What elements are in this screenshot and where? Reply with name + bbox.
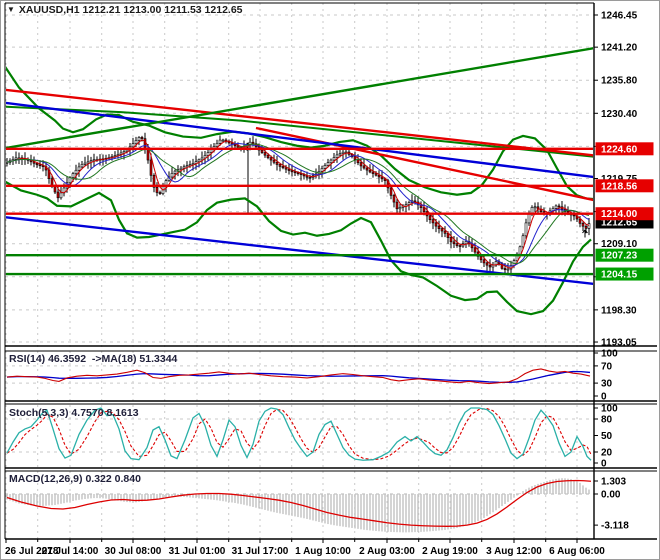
stoch-panel[interactable] (6, 407, 592, 461)
price-tick-label: 1198.30 (601, 305, 637, 316)
rsi-line (6, 368, 591, 385)
stoch-d-line (6, 407, 592, 461)
macd-panel[interactable] (6, 478, 592, 533)
rsi-scale-label: 100 (601, 349, 618, 360)
stoch-scale-label: 50 (601, 431, 613, 442)
time-tick-label: 3 Aug 12:00 (486, 546, 542, 557)
time-tick-label: 27 Jul 14:00 (42, 546, 99, 557)
lower-green-band (6, 180, 592, 316)
stoch-scale-label: 100 (601, 404, 618, 415)
time-tick-label: 2 Aug 03:00 (359, 546, 415, 557)
up-arrow-marker (582, 229, 588, 238)
level-badge-1224.60-text: 1224.60 (601, 144, 638, 155)
horizontal-levels[interactable] (5, 147, 594, 276)
level-badge-1214.00-text: 1214.00 (601, 209, 638, 220)
rsi-scale-label: 0 (601, 392, 607, 403)
time-tick-label: 26 Jul 2018 (5, 546, 59, 557)
stoch-scale-label: 20 (601, 448, 613, 459)
macd-scale-label: 0.00 (601, 490, 621, 501)
level-badge-1224.60 (595, 142, 654, 156)
price-tick-label: 1209.10 (601, 239, 638, 250)
symbol-dropdown-icon[interactable]: ▼ (7, 5, 15, 14)
trendline-blue-channel-upper[interactable] (1, 101, 660, 185)
macd-scale-label: 1.303 (601, 476, 626, 487)
rsi-indicator-label: RSI(14) 46.3592 ->MA(18) 51.3344 (9, 353, 178, 365)
level-badge-1204.15 (595, 267, 654, 281)
price-tick-label: 1193.05 (601, 338, 637, 349)
stoch-scale-label: 0 (601, 459, 607, 470)
price-tick-label: 1235.80 (601, 76, 638, 87)
upper-green-band (6, 66, 593, 201)
time-tick-label: 6 Aug 06:00 (549, 546, 605, 557)
price-level-badges: 1212.65 1224.60 1218.56 1214.00 1207.23 1204.… (595, 142, 654, 281)
level-badge-1207.23 (595, 248, 654, 262)
stoch-scale-label: 80 (601, 415, 613, 426)
time-tick-label: 31 Jul 17:00 (232, 546, 289, 557)
level-badge-1204.15-text: 1204.15 (601, 270, 638, 281)
chart-title-overlay: ▼ XAUUSD,H1 1212.21 1213.00 1211.53 1212.… (7, 4, 243, 16)
level-badge-1207.23-text: 1207.23 (601, 251, 638, 262)
trendline-green-ascending[interactable] (1, 37, 660, 150)
macd-signal-line (6, 479, 592, 527)
candles-area[interactable] (1, 61, 594, 316)
green-slow-ma (6, 105, 593, 158)
price-tick-label: 1241.20 (601, 43, 638, 54)
current-price-label-text: 1212.65 (601, 217, 638, 228)
symbol-ohlc-text: XAUUSD,H1 1212.21 1213.00 1211.53 1212.6… (18, 4, 243, 16)
trendlines[interactable] (1, 37, 660, 292)
time-tick-label: 30 Jul 08:00 (105, 546, 162, 557)
price-tick-label: 1230.40 (601, 109, 638, 120)
time-tick-label: 2 Aug 19:00 (422, 546, 478, 557)
price-tick-label: 1246.45 (601, 11, 638, 22)
stoch-indicator-label: Stoch(5,3,3) 4.7570 8.1613 (9, 407, 139, 419)
time-tick-label: 31 Jul 01:00 (169, 546, 226, 557)
time-tick-label: 1 Aug 10:00 (295, 546, 351, 557)
level-badge-1218.56-text: 1218.56 (601, 181, 638, 192)
macd-indicator-label: MACD(12,26,9) 0.322 0.840 (9, 473, 141, 485)
trendline-red-resistance-upper[interactable] (1, 88, 660, 162)
rsi-scale-label: 70 (601, 361, 613, 372)
stoch-k-line (6, 407, 592, 461)
rsi-scale-label: 30 (601, 379, 613, 390)
gridlines (5, 3, 594, 539)
macd-scale-label: -3.118 (601, 521, 629, 532)
level-badge-1218.56 (595, 179, 654, 193)
level-badge-1214.00 (595, 207, 654, 221)
rsi-panel[interactable] (6, 368, 591, 385)
panel-frames (4, 2, 657, 540)
